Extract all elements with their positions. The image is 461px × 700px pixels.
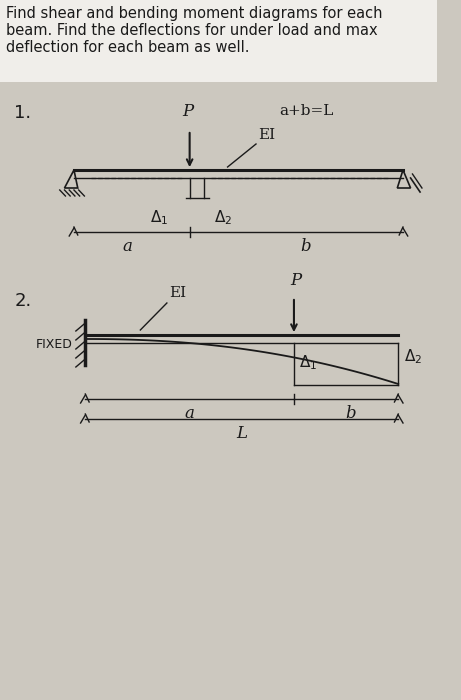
Text: L: L: [236, 425, 247, 442]
Text: $\Delta_1$: $\Delta_1$: [150, 208, 168, 227]
Text: FIXED: FIXED: [36, 339, 73, 351]
Text: P: P: [182, 103, 193, 120]
Text: 2.: 2.: [14, 292, 31, 310]
Text: a+b=L: a+b=L: [280, 104, 334, 118]
Text: b: b: [346, 405, 356, 422]
Text: b: b: [300, 238, 311, 255]
Text: 1.: 1.: [14, 104, 31, 122]
FancyBboxPatch shape: [0, 0, 437, 82]
Text: $\Delta_1$: $\Delta_1$: [299, 353, 317, 372]
Text: EI: EI: [169, 286, 186, 300]
Text: $\Delta_2$: $\Delta_2$: [404, 348, 422, 366]
Text: Find shear and bending moment diagrams for each: Find shear and bending moment diagrams f…: [6, 6, 382, 21]
Text: $\Delta_2$: $\Delta_2$: [214, 208, 232, 227]
Text: EI: EI: [258, 128, 275, 142]
Text: a: a: [122, 238, 132, 255]
Text: a: a: [185, 405, 195, 422]
Text: P: P: [290, 272, 301, 289]
Text: beam. Find the deflections for under load and max: beam. Find the deflections for under loa…: [6, 23, 377, 38]
Text: deflection for each beam as well.: deflection for each beam as well.: [6, 40, 249, 55]
